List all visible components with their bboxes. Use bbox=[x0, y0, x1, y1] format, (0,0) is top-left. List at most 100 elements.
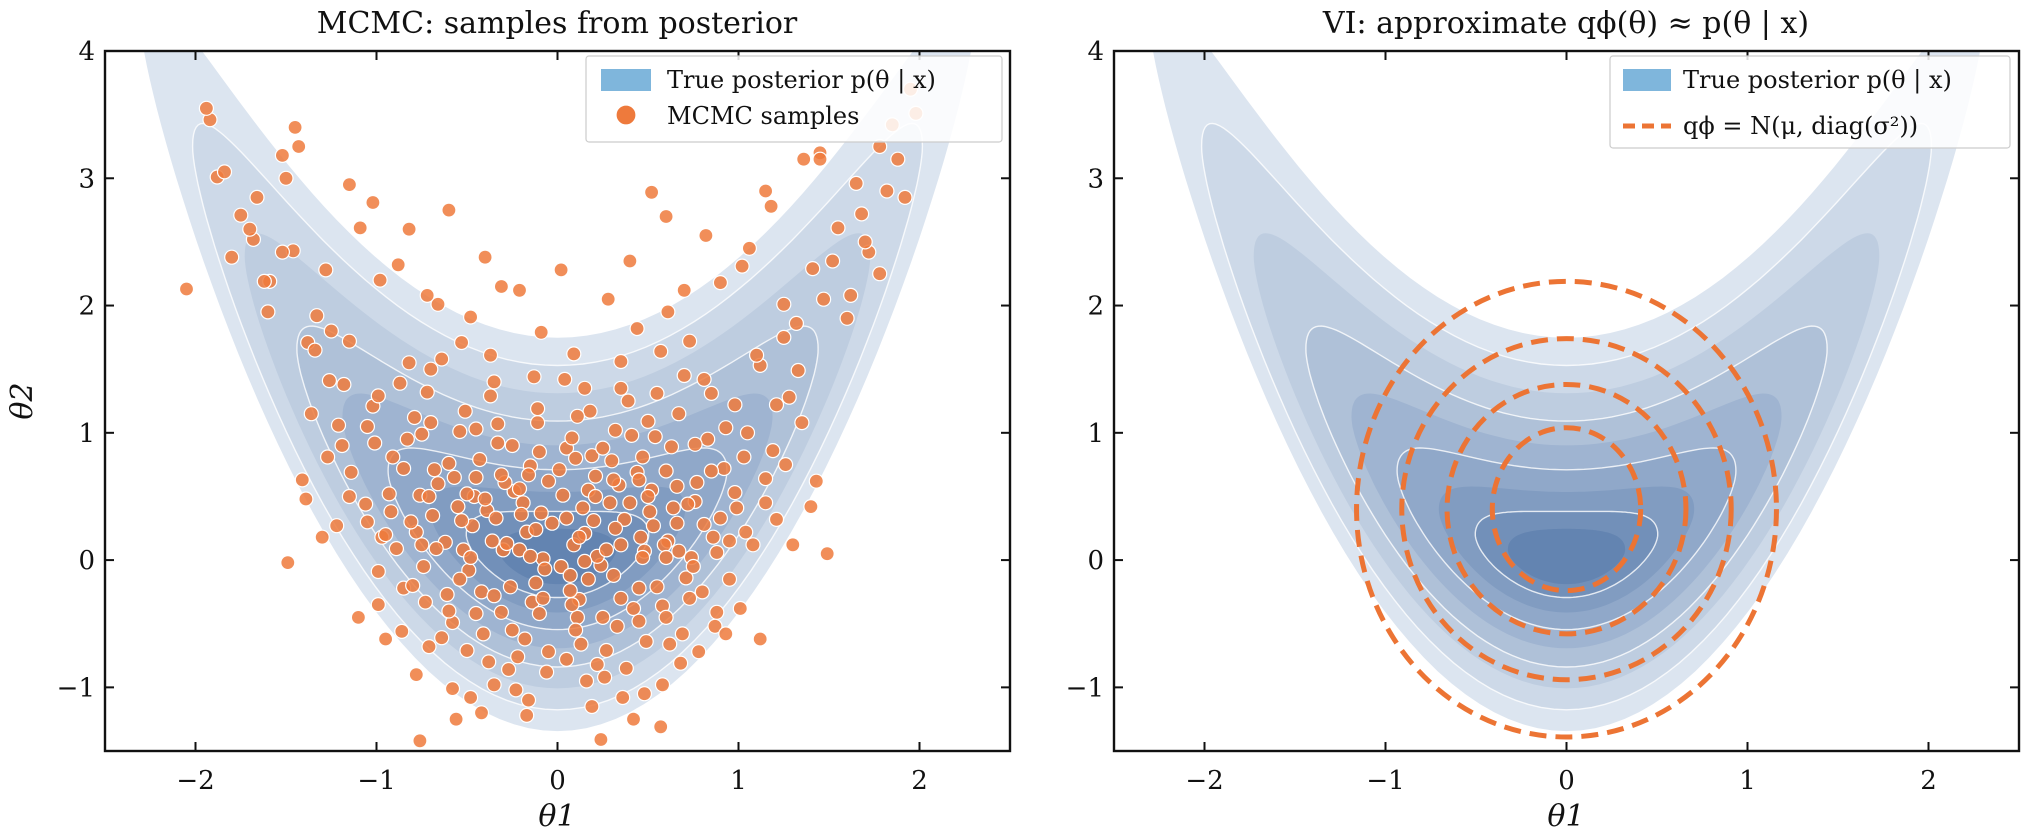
mcmc-sample-point bbox=[412, 733, 428, 749]
mcmc-sample-point bbox=[423, 361, 439, 377]
mcmc-sample-point bbox=[587, 488, 604, 505]
mcmc-sample-point bbox=[638, 633, 654, 650]
mcmc-sample-point bbox=[517, 631, 533, 647]
mcmc-sample-point bbox=[403, 514, 419, 530]
mcmc-sample-point bbox=[777, 457, 794, 473]
mcmc-sample-point bbox=[645, 518, 662, 534]
mcmc-sample-point bbox=[796, 151, 812, 167]
mcmc-sample-point bbox=[613, 380, 629, 396]
mcmc-sample-point bbox=[676, 282, 692, 298]
mcmc-sample-point bbox=[716, 460, 732, 477]
mcmc-ticks: −2 −1 0 1 2 −1 0 1 2 3 4 bbox=[57, 37, 1010, 796]
mcmc-sample-point bbox=[463, 689, 479, 706]
mcmc-sample-point bbox=[647, 429, 663, 445]
mcmc-sample-point bbox=[531, 605, 548, 622]
mcmc-sample-point bbox=[689, 474, 705, 491]
mcmc-sample-point bbox=[414, 537, 430, 553]
mcmc-sample-point bbox=[812, 151, 828, 167]
mcmc-sample-point bbox=[613, 590, 629, 606]
mcmc-sample-point bbox=[529, 415, 546, 431]
mcmc-sample-point bbox=[309, 308, 325, 324]
mcmc-sample-point bbox=[671, 406, 687, 422]
mcmc-ytick-label: 2 bbox=[78, 292, 95, 322]
mcmc-sample-point bbox=[477, 491, 493, 507]
mcmc-sample-point bbox=[649, 579, 665, 595]
mcmc-sample-point bbox=[598, 542, 615, 558]
mcmc-sample-point bbox=[370, 596, 386, 613]
mcmc-sample-point bbox=[493, 467, 509, 483]
mcmc-sample-point bbox=[513, 506, 529, 522]
mcmc-sample-point bbox=[685, 558, 701, 575]
mcmc-sample-point bbox=[564, 430, 580, 446]
vi-xtick-label: 2 bbox=[1920, 766, 1937, 796]
mcmc-sample-point bbox=[394, 623, 410, 640]
mcmc-samples bbox=[178, 81, 924, 749]
mcmc-sample-point bbox=[598, 642, 615, 659]
mcmc-sample-point bbox=[739, 425, 756, 441]
mcmc-sample-point bbox=[417, 594, 433, 610]
mcmc-sample-point bbox=[508, 682, 524, 698]
mcmc-sample-point bbox=[441, 202, 457, 218]
mcmc-sample-point bbox=[631, 580, 647, 596]
mcmc-sample-point bbox=[416, 558, 432, 575]
mcmc-sample-point bbox=[857, 234, 873, 250]
mcmc-sample-point bbox=[425, 507, 441, 524]
mcmc-sample-point bbox=[757, 471, 774, 487]
mcmc-sample-point bbox=[378, 631, 394, 647]
mcmc-xtick-label: −2 bbox=[176, 766, 214, 796]
mcmc-sample-point bbox=[321, 373, 337, 389]
mcmc-sample-point bbox=[879, 183, 895, 199]
mcmc-sample-point bbox=[808, 473, 824, 489]
vi-panel-title: VI: approximate qϕ(θ) ≈ p(θ | x) bbox=[1322, 6, 1809, 41]
mcmc-sample-point bbox=[658, 463, 674, 479]
mcmc-sample-point bbox=[482, 347, 499, 363]
mcmc-sample-point bbox=[446, 469, 462, 485]
mcmc-sample-point bbox=[584, 448, 600, 464]
mcmc-sample-point bbox=[636, 686, 653, 702]
mcmc-sample-point bbox=[383, 504, 399, 520]
mcmc-sample-point bbox=[441, 603, 457, 619]
mcmc-sample-point bbox=[580, 571, 596, 587]
mcmc-sample-point bbox=[511, 481, 528, 497]
mcmc-sample-point bbox=[298, 491, 314, 507]
mcmc-sample-point bbox=[504, 437, 520, 454]
mcmc-sample-point bbox=[609, 618, 625, 634]
mcmc-sample-point bbox=[553, 262, 569, 278]
mcmc-sample-point bbox=[537, 561, 553, 577]
mcmc-sample-point bbox=[642, 504, 658, 520]
vi-xtick-label: 1 bbox=[1739, 766, 1756, 796]
mcmc-sample-point bbox=[452, 423, 468, 440]
mcmc-sample-point bbox=[839, 310, 855, 326]
mcmc-sample-point bbox=[511, 282, 528, 298]
mcmc-sample-point bbox=[698, 227, 714, 244]
mcmc-sample-point bbox=[676, 367, 692, 384]
mcmc-sample-point bbox=[691, 644, 707, 660]
mcmc-sample-point bbox=[593, 731, 609, 748]
mcmc-sample-point bbox=[408, 666, 424, 683]
mcmc-sample-point bbox=[562, 567, 578, 584]
mcmc-sample-point bbox=[745, 537, 761, 553]
mcmc-sample-point bbox=[595, 440, 611, 456]
mcmc-sample-point bbox=[475, 626, 491, 642]
mcmc-sample-point bbox=[540, 473, 557, 489]
mcmc-sample-point bbox=[414, 426, 430, 442]
mcmc-xtick-label: 0 bbox=[549, 766, 566, 796]
mcmc-sample-point bbox=[287, 119, 303, 136]
mcmc-sample-point bbox=[781, 389, 797, 405]
mcmc-sample-point bbox=[367, 435, 383, 451]
mcmc-sample-point bbox=[748, 347, 765, 363]
mcmc-sample-point bbox=[528, 521, 544, 538]
mcmc-sample-point bbox=[421, 638, 437, 655]
mcmc-sample-point bbox=[653, 719, 669, 735]
mcmc-sample-point bbox=[678, 570, 694, 586]
vi-ytick-label: 0 bbox=[1087, 546, 1104, 576]
mcmc-sample-point bbox=[528, 575, 544, 591]
mcmc-sample-point bbox=[493, 278, 509, 295]
vi-posterior-density bbox=[1153, 51, 1980, 732]
mcmc-ylabel: θ2 bbox=[5, 382, 40, 419]
mcmc-sample-point bbox=[510, 649, 526, 665]
mcmc-sample-point bbox=[607, 422, 624, 438]
mcmc-sample-point bbox=[294, 472, 310, 488]
mcmc-sample-point bbox=[260, 304, 276, 320]
mcmc-sample-point bbox=[625, 711, 642, 727]
